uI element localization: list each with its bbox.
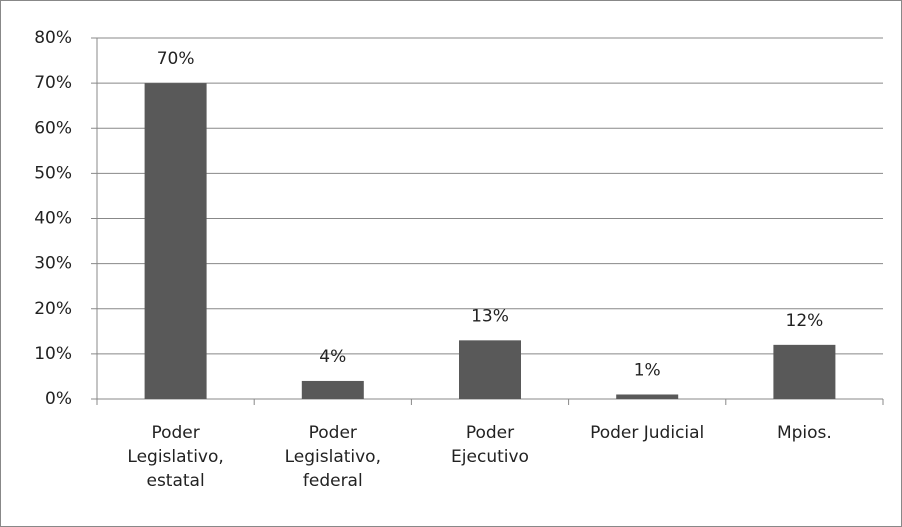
x-tick-label: Poder Legislativo, federal: [284, 423, 381, 491]
x-tick-label: Poder Legislativo, estatal: [127, 423, 224, 491]
y-tick-label: 60%: [34, 118, 72, 138]
data-label: 12%: [786, 311, 824, 331]
x-tick-label: Mpios.: [776, 423, 832, 443]
bar: [301, 380, 364, 399]
bar: [144, 83, 207, 399]
y-tick-label: 50%: [34, 163, 72, 183]
y-tick-label: 20%: [34, 299, 72, 319]
bar: [616, 394, 679, 399]
y-tick-label: 80%: [34, 28, 72, 48]
bar: [773, 344, 836, 399]
y-tick-label: 70%: [34, 73, 72, 93]
data-label: 70%: [157, 49, 195, 69]
y-tick-label: 0%: [45, 389, 72, 409]
x-tick-label: Poder Ejecutivo: [451, 423, 529, 467]
data-label: 4%: [319, 347, 346, 367]
bar: [459, 340, 521, 399]
y-tick-label: 30%: [34, 254, 72, 274]
y-tick-label: 40%: [34, 209, 72, 229]
x-tick-label: Poder Judicial: [590, 423, 705, 443]
data-label: 13%: [471, 306, 509, 326]
y-tick-label: 10%: [34, 344, 72, 364]
data-label: 1%: [634, 360, 661, 380]
